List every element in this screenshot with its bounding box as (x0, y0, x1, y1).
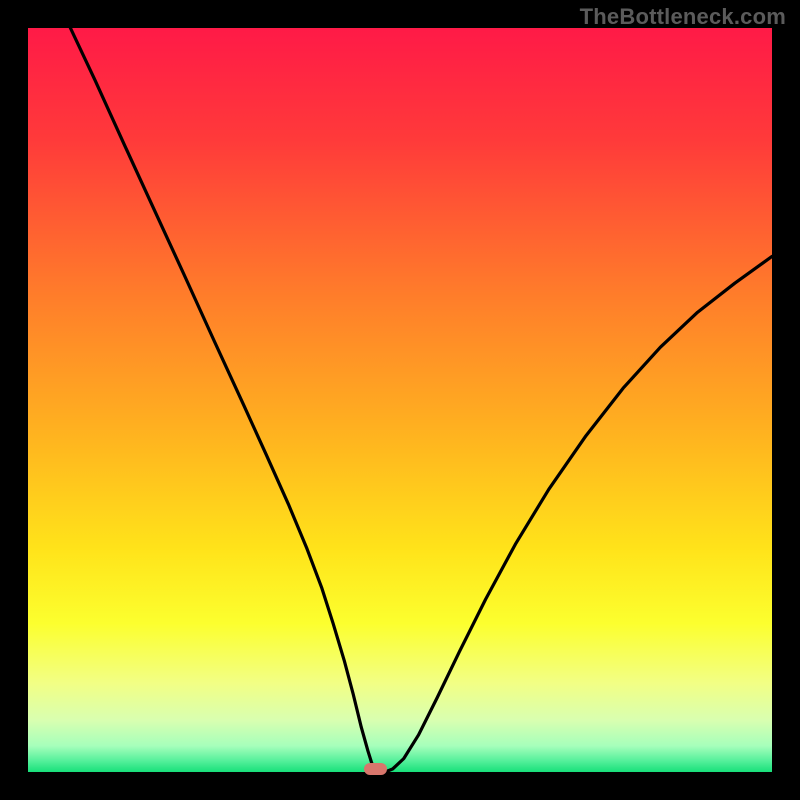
chart-frame: TheBottleneck.com (0, 0, 800, 800)
plot-area (28, 28, 772, 772)
watermark-text: TheBottleneck.com (580, 4, 786, 30)
curve-svg (28, 28, 772, 772)
bottleneck-curve (70, 28, 772, 772)
optimum-marker-pill (364, 763, 386, 776)
